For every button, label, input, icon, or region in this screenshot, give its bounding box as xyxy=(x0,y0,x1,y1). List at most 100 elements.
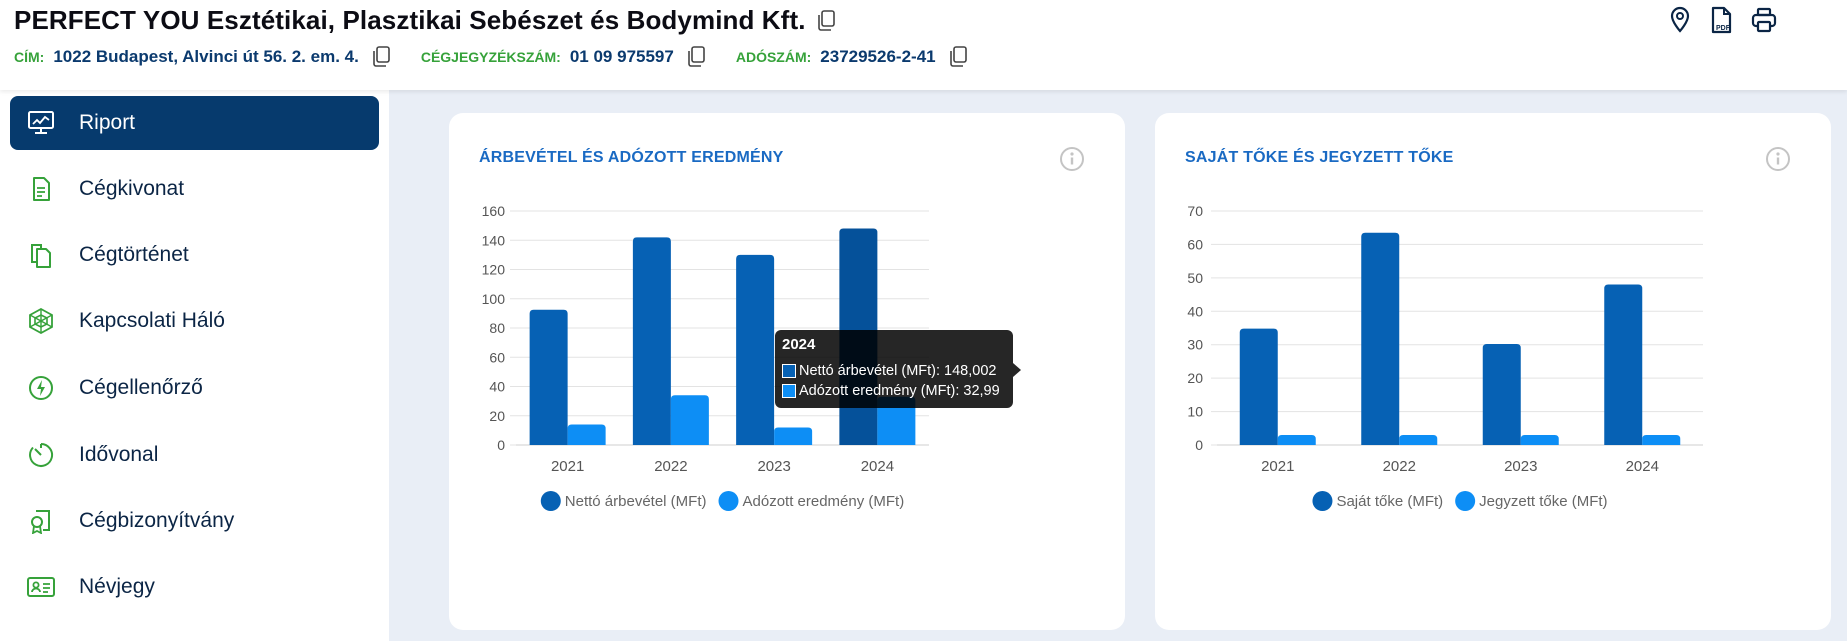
bar-2023-0[interactable] xyxy=(1482,344,1521,445)
tax-value: 23729526-2-41 xyxy=(820,47,936,66)
bar-2024-1[interactable] xyxy=(877,396,916,445)
sidebar-item-label: Riport xyxy=(79,111,136,134)
legend-item[interactable]: Nettó árbevétel (MFt) xyxy=(540,491,707,511)
tooltip-row: Nettó árbevétel (MFt): 148,002 xyxy=(782,363,996,379)
x-tick-label: 2023 xyxy=(757,458,790,475)
document-icon xyxy=(33,177,50,201)
sidebar-item-label: Névjegy xyxy=(79,575,155,598)
sidebar-item-label: Cégtörténet xyxy=(79,243,189,266)
tooltip-row: Adózott eredmény (MFt): 32,99 xyxy=(782,383,1000,399)
timer-icon xyxy=(29,442,54,467)
tooltip-swatch xyxy=(782,384,796,398)
y-tick-label: 50 xyxy=(1187,270,1203,286)
pdf-icon[interactable]: PDF xyxy=(1709,6,1735,34)
bar-2024-0[interactable] xyxy=(1604,284,1643,445)
network-web-icon xyxy=(29,308,53,334)
y-tick-label: 10 xyxy=(1187,404,1203,420)
address-value: 1022 Budapest, Alvinci út 56. 2. em. 4. xyxy=(53,47,359,66)
y-tick-label: 60 xyxy=(1187,236,1203,252)
monitor-chart-icon xyxy=(28,111,54,134)
printer-icon[interactable] xyxy=(1751,6,1777,34)
bar-2022-1[interactable] xyxy=(670,395,709,445)
sidebar-item-label: Cégbizonyítvány xyxy=(79,509,235,532)
legend-swatch xyxy=(540,491,561,511)
bar-2022-1[interactable] xyxy=(1399,434,1438,445)
copy-tax-icon[interactable] xyxy=(948,46,968,68)
registry-value: 01 09 975597 xyxy=(569,47,674,66)
legend-item[interactable]: Jegyzett tőke (MFt) xyxy=(1455,491,1608,511)
x-tick-label: 2024 xyxy=(861,458,894,475)
sidebar-item-cegellenorzo[interactable]: Cégellenőrző xyxy=(10,361,379,415)
legend-label: Nettó árbevétel (MFt) xyxy=(565,493,707,510)
registry-group: CÉGJEGYZÉKSZÁM: 01 09 975597 xyxy=(421,46,706,68)
y-tick-label: 140 xyxy=(482,232,506,248)
copy-address-icon[interactable] xyxy=(371,46,391,68)
address-group: CÍM: 1022 Budapest, Alvinci út 56. 2. em… xyxy=(14,46,391,68)
equity-bar-chart: 0 10 20 30 40 50 60 70 2021 2022 2023 2024 Saját tők… xyxy=(1187,203,1703,511)
sidebar-item-label: Idővonal xyxy=(79,443,159,466)
tooltip-row-text: Nettó árbevétel (MFt): 148,002 xyxy=(799,363,997,379)
legend-label: Saját tőke (MFt) xyxy=(1336,493,1443,510)
x-tick-label: 2021 xyxy=(1261,458,1294,475)
y-tick-label: 0 xyxy=(497,437,505,453)
company-title-row: PERFECT YOU Esztétikai, Plasztikai Sebés… xyxy=(14,5,836,36)
tooltip-title: 2024 xyxy=(782,336,816,353)
sidebar-item-idovonal[interactable]: Idővonal xyxy=(10,428,379,482)
address-label: CÍM: xyxy=(14,49,45,65)
y-tick-label: 60 xyxy=(489,349,505,365)
bar-2023-1[interactable] xyxy=(1520,434,1559,445)
chart-tooltip: 2024 Nettó árbevétel (MFt): 148,002 Adóz… xyxy=(775,330,1021,408)
y-tick-label: 20 xyxy=(489,408,505,424)
x-tick-label: 2021 xyxy=(551,458,584,475)
bar-2022-0[interactable] xyxy=(1361,232,1400,445)
bar-2023-1[interactable] xyxy=(774,427,813,445)
legend-label: Jegyzett tőke (MFt) xyxy=(1479,493,1607,510)
sidebar-item-label: Kapcsolati Háló xyxy=(79,309,225,332)
chart-legend: Nettó árbevétel (MFt) Adózott eredmény (M… xyxy=(540,491,905,511)
certificate-icon xyxy=(31,510,50,534)
sidebar-item-cegtortenet[interactable]: Cégtörténet xyxy=(10,228,379,282)
y-tick-label: 0 xyxy=(1195,437,1203,453)
bar-2021-1[interactable] xyxy=(1277,434,1316,445)
y-tick-label: 30 xyxy=(1187,337,1203,353)
x-tick-label: 2022 xyxy=(654,458,687,475)
card-title: ÁRBEVÉTEL ÉS ADÓZOTT EREDMÉNY xyxy=(479,149,784,166)
legend-label: Adózott eredmény (MFt) xyxy=(743,493,905,510)
legend-item[interactable]: Adózott eredmény (MFt) xyxy=(718,491,905,511)
sidebar-item-nevjegy[interactable]: Névjegy xyxy=(10,560,379,614)
y-tick-label: 100 xyxy=(482,291,506,307)
tooltip-swatch xyxy=(782,364,796,378)
info-icon[interactable] xyxy=(1765,146,1791,172)
bar-2021-0[interactable] xyxy=(529,309,568,445)
files-icon xyxy=(31,244,51,268)
equity-chart-card: SAJÁT TŐKE ÉS JEGYZETT TŐKE 0 10 20 30 40 50 6… xyxy=(1155,113,1831,630)
registry-label: CÉGJEGYZÉKSZÁM: xyxy=(420,49,561,65)
legend-swatch xyxy=(1312,491,1333,511)
copy-icon[interactable] xyxy=(816,9,836,32)
x-tick-label: 2024 xyxy=(1626,458,1659,475)
bar-2021-1[interactable] xyxy=(567,424,606,445)
company-name: PERFECT YOU Esztétikai, Plasztikai Sebés… xyxy=(14,5,806,35)
legend-item[interactable]: Saját tőke (MFt) xyxy=(1312,491,1443,511)
bar-2022-0[interactable] xyxy=(632,237,671,445)
copy-registry-icon[interactable] xyxy=(686,46,706,68)
sidebar-item-cegkivonat[interactable]: Cégkivonat xyxy=(10,162,379,216)
svg-text:PDF: PDF xyxy=(1716,25,1731,32)
y-tick-label: 40 xyxy=(1187,303,1203,319)
y-tick-label: 20 xyxy=(1187,370,1203,386)
sidebar-item-riport[interactable]: Riport xyxy=(10,96,379,150)
bar-2021-0[interactable] xyxy=(1239,328,1278,445)
info-icon[interactable] xyxy=(1059,146,1085,172)
x-tick-label: 2022 xyxy=(1383,458,1416,475)
sidebar-item-cegbizonyitvany[interactable]: Cégbizonyítvány xyxy=(10,494,379,548)
map-pin-icon[interactable] xyxy=(1667,6,1693,34)
bar-2024-1[interactable] xyxy=(1642,434,1681,445)
sidebar-item-label: Cégellenőrző xyxy=(79,376,203,399)
y-tick-label: 160 xyxy=(482,203,506,219)
tooltip-row-text: Adózott eredmény (MFt): 32,99 xyxy=(799,383,1000,399)
header-actions: PDF xyxy=(1667,6,1777,34)
card-title: SAJÁT TŐKE ÉS JEGYZETT TŐKE xyxy=(1185,149,1454,166)
sidebar-item-kapcsolati-halo[interactable]: Kapcsolati Háló xyxy=(10,294,379,348)
bar-2023-0[interactable] xyxy=(736,254,775,445)
tax-group: ADÓSZÁM: 23729526-2-41 xyxy=(736,46,968,68)
